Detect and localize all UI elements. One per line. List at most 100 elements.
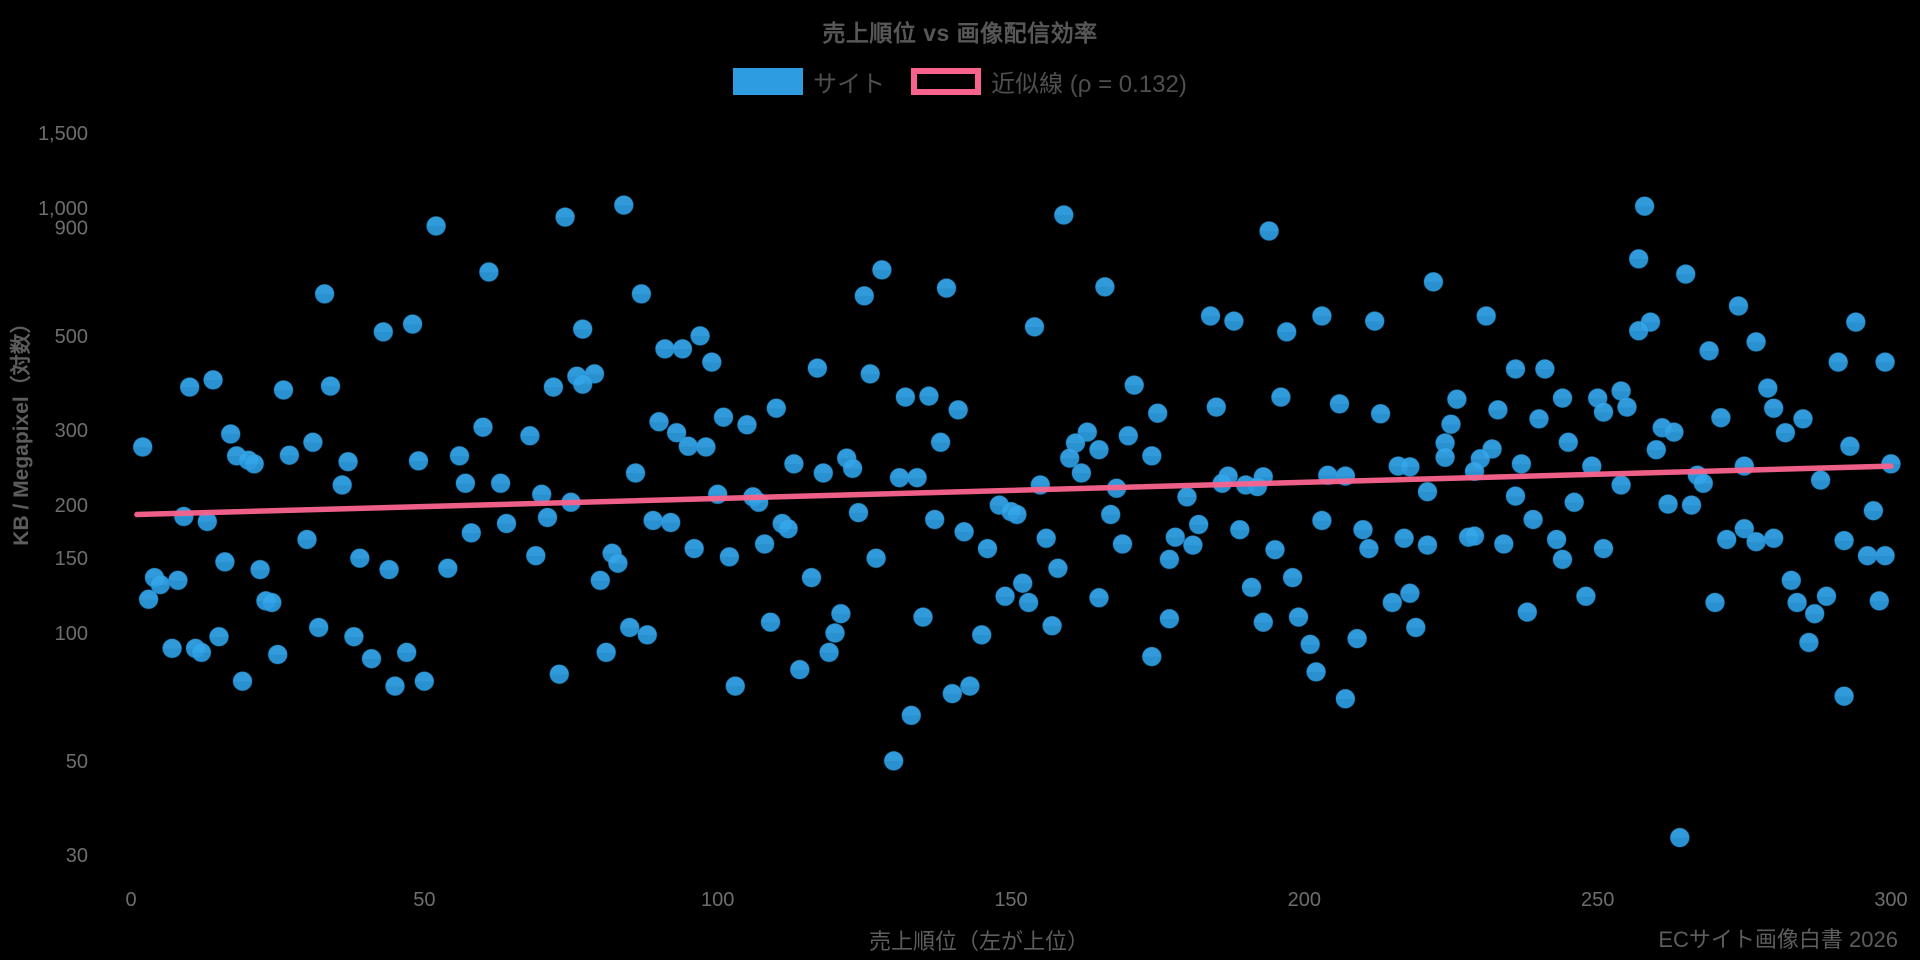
- x-tick-label: 300: [1874, 889, 1907, 911]
- data-point: [1534, 359, 1555, 379]
- trendline-swatch-icon: [911, 68, 982, 95]
- data-point: [1118, 425, 1139, 446]
- data-point: [1505, 486, 1526, 507]
- x-axis-label: 売上順位（左が上位）: [868, 929, 1090, 954]
- data-point: [396, 642, 417, 663]
- data-point: [496, 513, 517, 534]
- data-point: [1423, 271, 1444, 292]
- data-point: [954, 521, 975, 542]
- data-point: [842, 458, 863, 479]
- data-point: [637, 624, 658, 645]
- data-point: [1552, 388, 1573, 409]
- data-point: [1517, 602, 1538, 623]
- data-point: [1311, 306, 1332, 326]
- data-point: [1552, 549, 1573, 570]
- data-point: [1834, 530, 1855, 551]
- data-point: [1288, 607, 1309, 628]
- data-point: [1018, 592, 1039, 613]
- y-tick-label: 900: [55, 217, 88, 239]
- data-point: [1206, 397, 1227, 418]
- data-point: [519, 425, 540, 446]
- data-point: [854, 285, 875, 306]
- trend-line: [134, 463, 1894, 518]
- data-point: [778, 518, 799, 539]
- data-point: [907, 467, 928, 488]
- data-point: [1816, 586, 1837, 607]
- data-point: [220, 424, 241, 444]
- data-point: [590, 570, 611, 591]
- data-point: [1710, 407, 1731, 428]
- data-point: [883, 750, 904, 771]
- data-point: [913, 607, 933, 628]
- data-point: [1763, 398, 1784, 419]
- data-point: [701, 352, 722, 373]
- data-point: [408, 450, 429, 471]
- data-point: [643, 510, 664, 531]
- data-point: [1394, 528, 1415, 549]
- data-point: [971, 624, 992, 645]
- data-point: [690, 325, 711, 346]
- data-point: [1241, 577, 1262, 598]
- data-point: [1869, 590, 1890, 611]
- data-point: [279, 445, 300, 466]
- data-point: [649, 411, 669, 432]
- data-point: [1012, 573, 1033, 594]
- data-point: [1511, 453, 1532, 474]
- data-point: [666, 422, 687, 443]
- data-point: [232, 671, 253, 692]
- data-point: [1693, 473, 1714, 494]
- data-point: [1476, 306, 1497, 326]
- data-point: [1681, 495, 1702, 516]
- data-point: [1593, 538, 1614, 559]
- data-point: [1053, 205, 1074, 225]
- data-point: [414, 671, 435, 692]
- data-point: [1200, 306, 1221, 326]
- data-point: [1259, 221, 1280, 241]
- y-tick-label: 500: [55, 326, 88, 348]
- data-point: [1575, 586, 1596, 607]
- data-point: [1593, 402, 1614, 423]
- data-point: [214, 551, 235, 572]
- data-point: [1646, 439, 1667, 460]
- data-point: [613, 195, 634, 216]
- data-point: [1417, 535, 1438, 556]
- data-point: [332, 475, 353, 495]
- data-point: [1746, 331, 1767, 352]
- data-point: [813, 463, 834, 483]
- data-point: [766, 398, 787, 419]
- data-point: [918, 386, 939, 407]
- data-point: [1024, 316, 1045, 337]
- data-point: [1810, 470, 1831, 491]
- data-point: [625, 463, 646, 483]
- data-point: [1863, 500, 1884, 521]
- data-point: [825, 623, 845, 643]
- data-point: [209, 626, 229, 647]
- x-tick-label: 150: [994, 889, 1027, 911]
- data-point: [572, 374, 593, 395]
- y-tick-label: 1,000: [38, 198, 88, 220]
- legend-item-trendline: 近似線 (ρ = 0.132): [911, 64, 1187, 99]
- data-point: [713, 407, 734, 428]
- data-point: [1141, 646, 1162, 667]
- x-tick-label: 50: [413, 889, 435, 911]
- data-point: [672, 338, 693, 359]
- data-point: [1828, 352, 1849, 373]
- site-point-swatch-icon: [733, 68, 804, 95]
- data-point: [537, 507, 558, 528]
- legend-label-trendline: 近似線 (ρ = 0.132): [991, 71, 1187, 98]
- data-point: [848, 502, 869, 523]
- data-point: [1564, 492, 1585, 513]
- data-point: [830, 603, 851, 624]
- data-point: [1529, 408, 1549, 429]
- data-point: [860, 363, 881, 384]
- data-point: [203, 369, 224, 390]
- data-point: [1347, 628, 1368, 649]
- data-point: [455, 473, 476, 494]
- y-axis-label: KB / Megapixel（対数）: [10, 312, 33, 546]
- data-point: [138, 589, 159, 610]
- data-point: [1734, 518, 1755, 539]
- data-point: [1523, 509, 1544, 530]
- data-point: [1276, 321, 1297, 342]
- x-tick-label: 250: [1581, 889, 1614, 911]
- data-point: [678, 436, 699, 457]
